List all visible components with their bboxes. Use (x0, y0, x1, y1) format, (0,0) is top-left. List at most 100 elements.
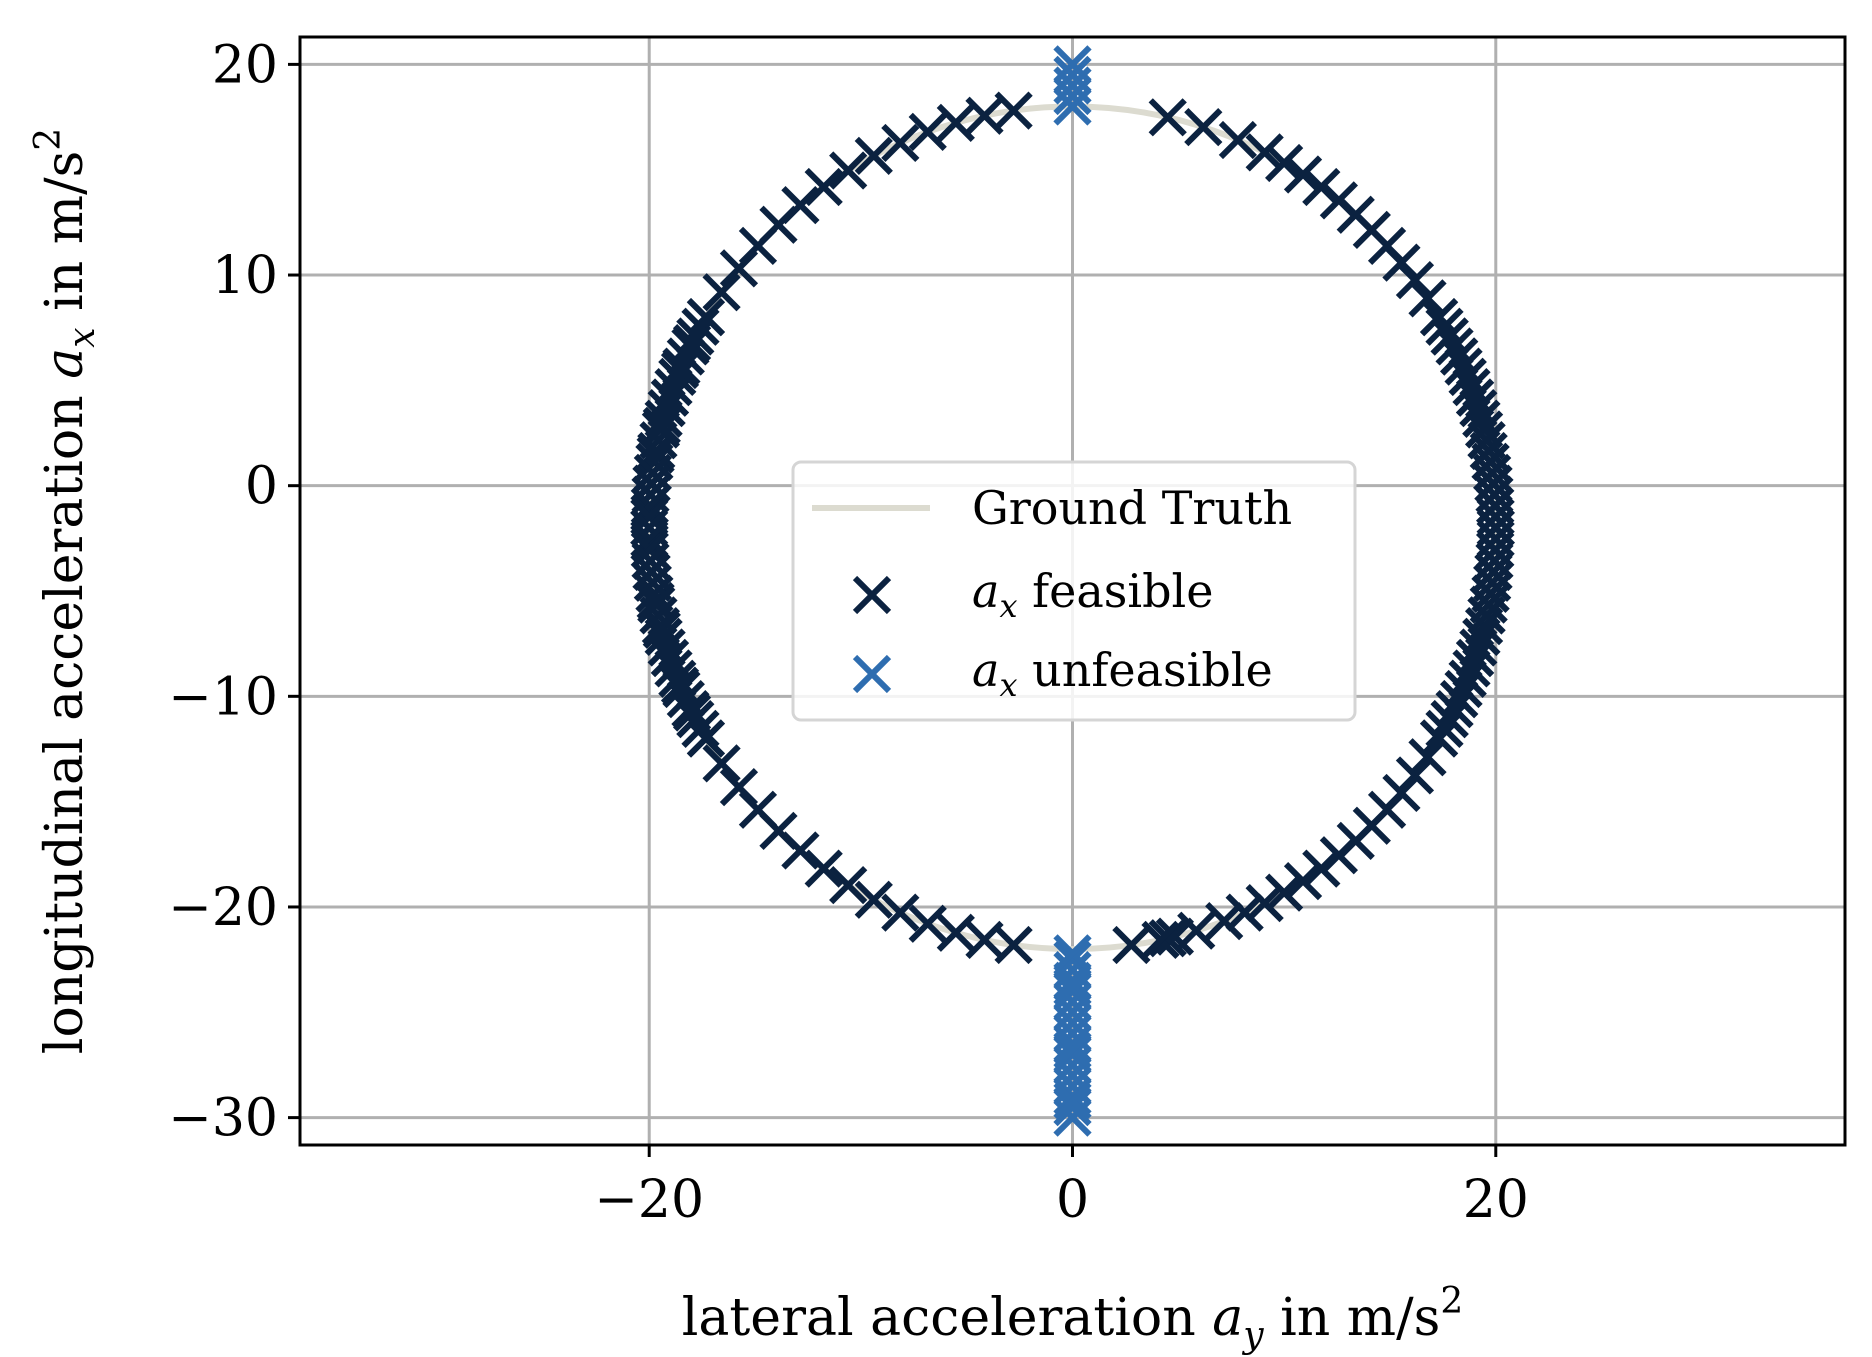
y-axis-label-sub: x (62, 327, 103, 347)
feasible-marker (1459, 389, 1498, 428)
feasible-marker (1455, 378, 1495, 417)
feasible-marker (676, 699, 715, 739)
feasible-marker (829, 151, 868, 190)
feasible-marker (994, 91, 1033, 130)
feasible-marker (1112, 925, 1151, 965)
feasible-marker (702, 273, 741, 312)
feasible-marker (658, 357, 697, 396)
feasible-marker (1225, 893, 1264, 932)
y-axis-label-pre: longitudinal acceleration (35, 379, 95, 1054)
x-axis-label-post: in m/s (1264, 1288, 1441, 1348)
feasible-marker (1459, 628, 1498, 667)
feasible-marker (1155, 917, 1195, 956)
feasible-marker (936, 913, 975, 952)
unfeasible-marker (1053, 1081, 1092, 1120)
feasible-marker (854, 880, 893, 919)
feasible-marker (1218, 120, 1258, 160)
feasible-marker (662, 669, 701, 709)
feasible-marker (1408, 738, 1447, 777)
legend-feasible-var: a (972, 564, 999, 618)
feasible-marker (702, 744, 741, 783)
feasible-marker (781, 185, 820, 225)
feasible-marker (994, 925, 1033, 965)
feasible-marker (676, 317, 715, 356)
legend-feasible-label: ax feasible (972, 564, 1213, 625)
feasible-marker (647, 628, 686, 667)
feasible-marker (1444, 669, 1483, 709)
y-axis-label: longitudinal acceleration ax in m/s2 (28, 128, 103, 1054)
feasible-marker (1435, 690, 1474, 729)
feasible-marker (1430, 317, 1469, 356)
feasible-marker (654, 649, 693, 688)
feasible-marker (804, 849, 843, 888)
axis-ticks: −20 0 20 −30 −20 −10 0 10 20 (168, 35, 1529, 1230)
legend-unfeasible-label: ax unfeasible (972, 643, 1273, 704)
feasible-marker (854, 136, 893, 175)
feasible-marker (1448, 659, 1487, 698)
y-tick-label: 20 (212, 35, 278, 95)
feasible-marker (650, 378, 690, 417)
legend: Ground Truth ax feasible ax unfeasible (791, 460, 1357, 722)
feasible-marker (666, 680, 705, 719)
feasible-marker (1141, 920, 1180, 960)
feasible-marker (719, 768, 759, 807)
feasible-marker (681, 307, 720, 346)
feasible-marker (1435, 327, 1474, 366)
feasible-marker (686, 719, 726, 758)
unfeasible-marker (1053, 1087, 1092, 1127)
x-axis-label-sup: 2 (1440, 1281, 1463, 1322)
x-tick-label: 0 (1056, 1170, 1089, 1230)
x-axis-label-pre: lateral acceleration (682, 1288, 1212, 1348)
feasible-marker (1444, 347, 1483, 386)
unfeasible-marker (1053, 967, 1092, 1007)
feasible-marker (666, 337, 705, 376)
legend-feasible-sub: x (999, 587, 1017, 625)
feasible-marker (1265, 873, 1304, 912)
feasible-marker (1448, 357, 1487, 396)
feasible-marker (965, 920, 1004, 960)
x-axis-label: lateral acceleration ay in m/s2 (682, 1281, 1463, 1356)
unfeasible-marker (1053, 934, 1092, 973)
feasible-marker (1452, 368, 1491, 407)
feasible-marker (1148, 919, 1187, 958)
y-tick-label: −10 (168, 667, 278, 727)
legend-feasible-post: feasible (1017, 564, 1213, 618)
feasible-marker (1462, 617, 1501, 656)
unfeasible-markers (1053, 45, 1092, 1137)
unfeasible-marker (1053, 76, 1092, 116)
legend-feasible-swatch (852, 575, 892, 615)
y-tick-label: −30 (168, 1089, 278, 1149)
unfeasible-marker (1053, 87, 1092, 126)
y-tick-label: 0 (245, 457, 278, 517)
feasible-marker (829, 865, 868, 905)
feasible-marker (1245, 884, 1284, 923)
x-axis-label-var: a (1212, 1288, 1243, 1348)
feasible-marker (1440, 680, 1479, 719)
legend-unfeasible-swatch (852, 654, 892, 694)
feasible-marker (965, 96, 1004, 135)
feasible-marker (1452, 649, 1491, 688)
feasible-marker (908, 904, 947, 943)
feasible-marker (671, 327, 710, 366)
feasible-marker (1283, 862, 1323, 901)
legend-unfeasible-post: unfeasible (1017, 643, 1272, 697)
y-axis-label-var: a (35, 348, 95, 379)
legend-box (791, 460, 1357, 722)
feasible-marker (1464, 607, 1504, 646)
feasible-marker (1265, 143, 1304, 183)
feasible-marker (1245, 133, 1284, 172)
feasible-marker (647, 389, 686, 428)
feasible-marker (1205, 901, 1244, 941)
feasible-marker (1177, 911, 1216, 950)
feasible-marker (650, 638, 690, 678)
y-tick-label: 10 (212, 246, 278, 306)
feasible-marker (1184, 108, 1223, 147)
feasible-marker (881, 893, 920, 932)
feasible-marker (1302, 849, 1341, 888)
feasible-marker (1440, 337, 1479, 376)
legend-ground-truth-label: Ground Truth (972, 481, 1292, 535)
feasible-markers (630, 91, 1515, 965)
feasible-marker (908, 112, 947, 152)
feasible-marker (881, 123, 920, 163)
